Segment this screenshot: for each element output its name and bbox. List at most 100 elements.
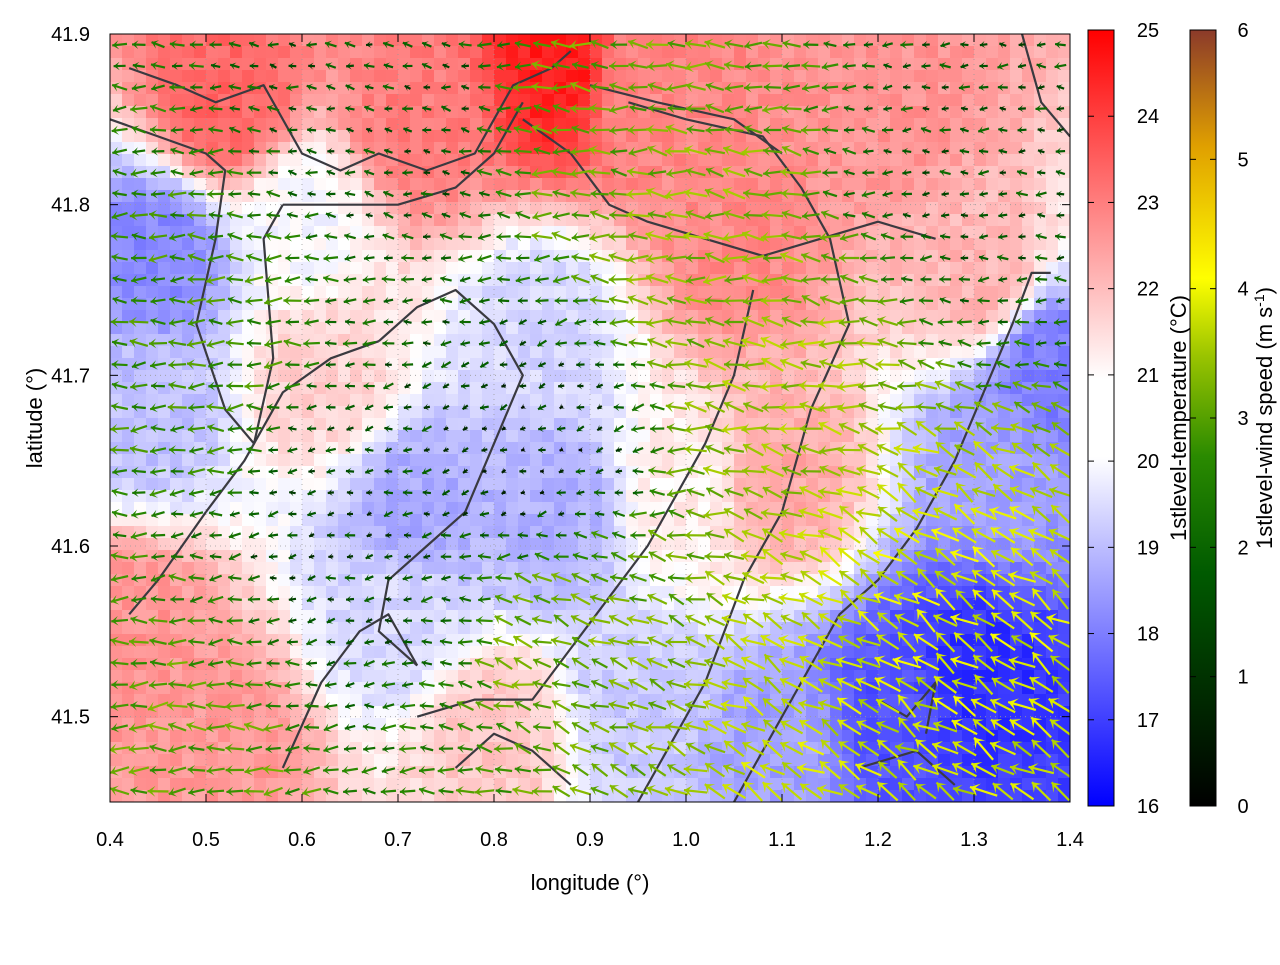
heatmap-cell <box>650 430 663 443</box>
heatmap-cell <box>650 370 663 383</box>
heatmap-cell <box>242 190 255 203</box>
heatmap-cell <box>182 70 195 83</box>
heatmap-cell <box>326 574 339 587</box>
heatmap-cell <box>1010 334 1023 347</box>
heatmap-cell <box>482 322 495 335</box>
heatmap-cell <box>434 178 447 191</box>
heatmap-cell <box>254 538 267 551</box>
heatmap-cell <box>638 238 651 251</box>
heatmap-cell <box>1034 262 1047 275</box>
heatmap-cell <box>494 262 507 275</box>
heatmap-cell <box>806 346 819 359</box>
heatmap-cell <box>158 202 171 215</box>
heatmap-cell <box>278 430 291 443</box>
heatmap-cell <box>254 454 267 467</box>
heatmap-cell <box>758 454 771 467</box>
heatmap-cell <box>686 286 699 299</box>
heatmap-cell <box>1046 298 1059 311</box>
heatmap-cell <box>542 322 555 335</box>
heatmap-cell <box>410 586 423 599</box>
heatmap-cell <box>254 778 267 791</box>
heatmap-cell <box>542 550 555 563</box>
heatmap-cell <box>590 118 603 131</box>
heatmap-cell <box>938 730 951 743</box>
heatmap-cell <box>578 214 591 227</box>
heatmap-cell <box>530 286 543 299</box>
heatmap-cell <box>458 646 471 659</box>
heatmap-cell <box>638 262 651 275</box>
heatmap-cell <box>626 646 639 659</box>
heatmap-cell <box>326 142 339 155</box>
heatmap-cell <box>1010 178 1023 191</box>
heatmap-cell <box>410 634 423 647</box>
heatmap-cell <box>794 370 807 383</box>
heatmap-cell <box>314 454 327 467</box>
heatmap-cell <box>182 706 195 719</box>
heatmap-cell <box>518 394 531 407</box>
heatmap-cell <box>806 370 819 383</box>
heatmap-cell <box>362 46 375 59</box>
heatmap-cell <box>338 478 351 491</box>
heatmap-cell <box>110 178 123 191</box>
heatmap-cell <box>746 538 759 551</box>
heatmap-cell <box>1010 514 1023 527</box>
heatmap-cell <box>638 478 651 491</box>
heatmap-cell <box>374 238 387 251</box>
heatmap-cell <box>878 622 891 635</box>
heatmap-cell <box>410 622 423 635</box>
heatmap-cell <box>242 538 255 551</box>
heatmap-cell <box>350 286 363 299</box>
heatmap-cell <box>446 70 459 83</box>
heatmap-cell <box>950 334 963 347</box>
heatmap-cell <box>422 130 435 143</box>
heatmap-cell <box>110 94 123 107</box>
heatmap-cell <box>254 634 267 647</box>
heatmap-cell <box>398 574 411 587</box>
heatmap-cell <box>242 418 255 431</box>
heatmap-cell <box>878 370 891 383</box>
heatmap-cell <box>410 730 423 743</box>
heatmap-cell <box>758 346 771 359</box>
heatmap-cell <box>590 214 603 227</box>
heatmap-cell <box>770 382 783 395</box>
heatmap-cell <box>446 262 459 275</box>
heatmap-cell <box>278 526 291 539</box>
heatmap-cell <box>182 394 195 407</box>
heatmap-cell <box>122 130 135 143</box>
heatmap-cell <box>470 214 483 227</box>
heatmap-cell <box>446 274 459 287</box>
heatmap-cell <box>602 646 615 659</box>
heatmap-cell <box>122 322 135 335</box>
heatmap-cell <box>482 646 495 659</box>
heatmap-cell <box>146 370 159 383</box>
heatmap-cell <box>734 454 747 467</box>
heatmap-cell <box>518 406 531 419</box>
heatmap-cell <box>506 94 519 107</box>
heatmap-cell <box>158 118 171 131</box>
heatmap-cell <box>758 226 771 239</box>
heatmap-cell <box>650 310 663 323</box>
heatmap-cell <box>794 82 807 95</box>
heatmap-cell <box>158 418 171 431</box>
heatmap-cell <box>542 382 555 395</box>
heatmap-cell <box>314 406 327 419</box>
heatmap-cell <box>446 130 459 143</box>
heatmap-cell <box>218 670 231 683</box>
heatmap-cell <box>878 286 891 299</box>
heatmap-cell <box>350 454 363 467</box>
heatmap-cell <box>206 562 219 575</box>
heatmap-cell <box>554 478 567 491</box>
heatmap-cell <box>554 406 567 419</box>
heatmap-cell <box>374 214 387 227</box>
heatmap-cell <box>854 130 867 143</box>
heatmap-cell <box>806 562 819 575</box>
heatmap-cell <box>782 370 795 383</box>
heatmap-cell <box>770 394 783 407</box>
heatmap-cell <box>470 118 483 131</box>
heatmap-cell <box>254 130 267 143</box>
heatmap-cell <box>410 166 423 179</box>
heatmap-cell <box>458 322 471 335</box>
heatmap-cell <box>998 118 1011 131</box>
heatmap-cell <box>494 310 507 323</box>
heatmap-cell <box>374 70 387 83</box>
